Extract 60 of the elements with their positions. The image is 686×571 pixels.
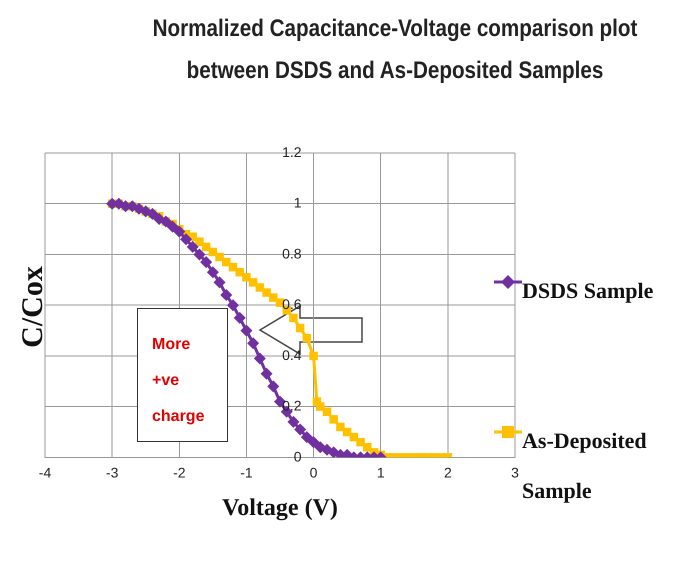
point [166,220,179,233]
point [296,324,304,332]
point [316,402,325,411]
point [222,258,231,266]
y-axis-title: C/Cox [16,265,50,350]
legend-label: DSDS Sample [522,277,654,305]
x-tick-label: -2 [173,464,186,481]
point [309,352,318,360]
note-box: More +ve charge [137,308,228,442]
point [322,408,332,416]
point [260,368,273,380]
point [294,423,306,436]
point [363,443,372,452]
y-tick-label: 1 [294,194,302,211]
y-tick-label: 0 [294,448,302,464]
point [256,283,264,292]
point [242,273,251,282]
point [287,416,300,428]
legend-label: As-Deposited Sample [522,427,648,505]
point [247,337,260,350]
x-tick-label: 1 [376,464,385,481]
x-tick-label: -1 [240,464,253,481]
x-tick-label: 3 [511,464,520,481]
x-tick-label: 0 [310,464,318,481]
point [180,233,192,246]
x-tick-label: 2 [444,464,452,481]
point [308,436,320,448]
point [302,334,312,342]
point [173,226,186,238]
point [336,422,345,432]
x-axis-title: Voltage (V) [222,494,338,521]
point [186,240,199,253]
chart-title: Normalized Capacitance-Voltage comparison plot between DSDS and As-Deposited Samples [152,14,638,86]
point [267,380,280,392]
point [220,289,232,302]
y-tick-label: 0.4 [282,346,302,363]
point [248,278,258,287]
point [206,266,219,278]
point [234,312,246,324]
point [193,248,206,260]
point [342,428,352,436]
y-tick-label: 1.2 [282,144,302,160]
point [240,324,252,337]
point [254,352,266,364]
point [208,248,218,256]
point [200,256,212,268]
point [289,314,298,322]
y-tick-label: 0.8 [282,245,302,262]
point [269,293,278,302]
point [329,415,338,424]
point [227,299,239,312]
point [214,276,226,288]
point [350,432,358,442]
point [300,431,313,444]
point [356,438,365,446]
x-tick-label: -4 [38,464,52,481]
point [202,242,210,252]
point [235,268,244,276]
point [262,288,271,297]
x-tick-label: -3 [106,464,119,481]
